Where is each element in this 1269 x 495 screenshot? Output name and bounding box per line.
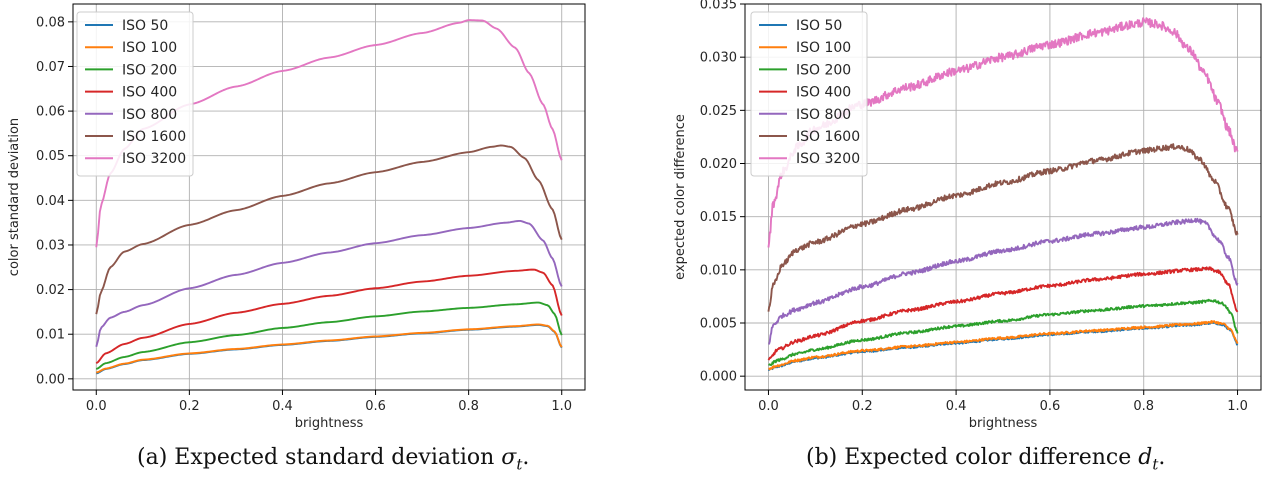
x-tick-label: 0.8 [1133, 399, 1154, 414]
x-tick-label: 0.0 [758, 399, 779, 414]
legend-label: ISO 100 [796, 40, 851, 56]
legend-label: ISO 1600 [796, 129, 860, 145]
legend-label: ISO 800 [796, 107, 851, 123]
legend-label: ISO 400 [796, 85, 851, 101]
y-axis-label: color standard deviation [7, 118, 22, 276]
x-axis-label: brightness [969, 416, 1038, 431]
y-tick-label: 0.025 [700, 104, 737, 119]
legend-label: ISO 200 [796, 62, 851, 78]
x-axis-label: brightness [295, 416, 364, 431]
x-tick-label: 0.0 [86, 399, 107, 414]
series-line-iso-1600 [95, 144, 563, 315]
caption-b: (b) Expected color difference dt. [806, 445, 1166, 474]
x-tick-label: 0.8 [458, 399, 479, 414]
y-axis-label: expected color difference [673, 114, 688, 280]
series-line-iso-200 [768, 298, 1239, 366]
y-tick-label: 0.07 [36, 60, 65, 75]
x-tick-label: 1.0 [1227, 399, 1248, 414]
series-line-iso-50 [95, 323, 563, 375]
y-tick-label: 0.015 [700, 210, 737, 225]
axes-frame [72, 3, 586, 391]
x-tick-label: 0.2 [179, 399, 200, 414]
legend-label: ISO 50 [122, 18, 168, 34]
series-line-iso-800 [768, 217, 1239, 345]
chart-panel-a: 0.0 0.2 0.4 0.6 0.8 1.0 0.00 0.01 0.02 0.03 0.04 0.… [7, 3, 586, 431]
y-tick-label: 0.020 [700, 157, 737, 172]
legend-label: ISO 800 [122, 107, 177, 123]
y-tick-label: 0.000 [700, 370, 737, 385]
series-line-iso-1600 [767, 143, 1239, 312]
series-line-iso-200 [95, 301, 563, 370]
legend-label: ISO 400 [122, 85, 177, 101]
legend: ISO 50 ISO 100 ISO 200 ISO 400 ISO 800 ISO 16… [76, 11, 194, 177]
legend-label: ISO 3200 [796, 151, 860, 167]
y-tick-label: 0.05 [36, 149, 65, 164]
x-tick-label: 1.0 [551, 399, 572, 414]
legend-label: ISO 50 [796, 18, 842, 34]
y-tick-label: 0.00 [36, 372, 65, 387]
legend-label: ISO 200 [122, 62, 177, 78]
y-tick-label: 0.02 [36, 283, 65, 298]
x-tick-label: 0.6 [365, 399, 386, 414]
legend-label: ISO 1600 [122, 129, 186, 145]
y-tick-label: 0.005 [700, 317, 737, 332]
y-tick-label: 0.06 [36, 105, 65, 120]
y-tick-label: 0.03 [36, 238, 65, 253]
x-tick-label: 0.4 [272, 399, 293, 414]
legend-label: ISO 100 [122, 40, 177, 56]
y-tick-label: 0.010 [700, 263, 737, 278]
series-line-iso-400 [95, 268, 563, 365]
axes-frame [744, 3, 1262, 391]
series-line-iso-800 [95, 219, 563, 347]
legend: ISO 50 ISO 100 ISO 200 ISO 400 ISO 800 ISO 16… [750, 11, 868, 177]
y-tick-label: 0.030 [700, 51, 737, 66]
series-line-iso-400 [767, 266, 1239, 361]
series-line-iso-100 [768, 320, 1239, 371]
y-tick-label: 0.04 [36, 194, 65, 209]
y-tick-label: 0.035 [700, 0, 737, 13]
caption-a: (a) Expected standard deviation σt. [137, 445, 530, 474]
x-tick-label: 0.4 [946, 399, 967, 414]
legend-label: ISO 3200 [122, 151, 186, 167]
x-tick-label: 0.2 [852, 399, 873, 414]
y-tick-label: 0.01 [36, 328, 65, 343]
y-tick-label: 0.08 [36, 15, 65, 30]
x-tick-label: 0.6 [1040, 399, 1061, 414]
series-line-iso-100 [96, 323, 563, 374]
chart-panel-b: 0.0 0.2 0.4 0.6 0.8 1.0 0.000 0.005 0.010 0.015 0.… [673, 0, 1262, 431]
